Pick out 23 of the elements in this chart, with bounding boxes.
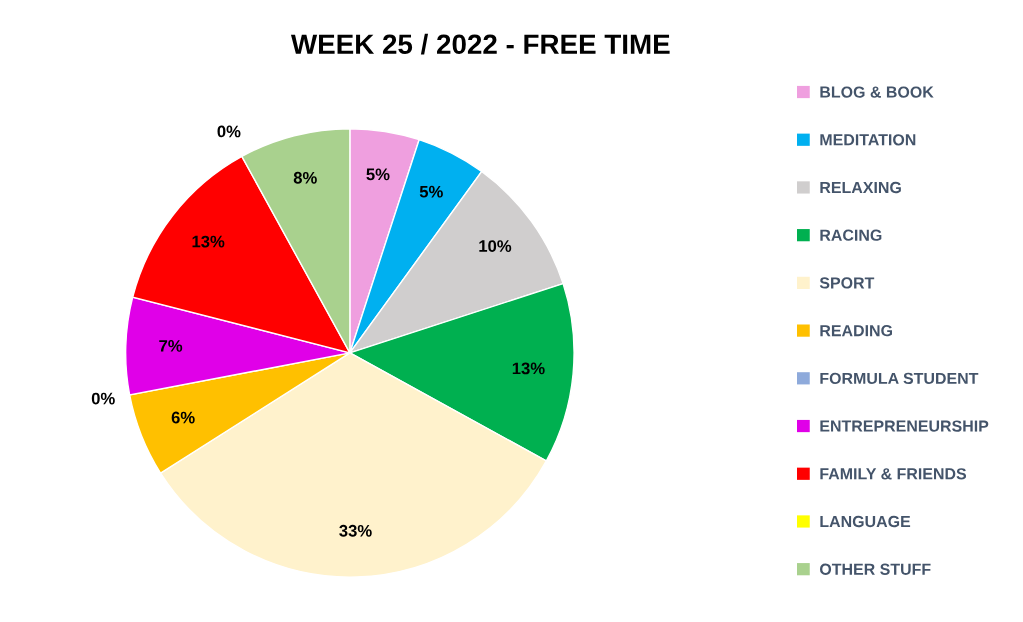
legend-label: OTHER STUFF [819,563,931,575]
data-label: 5% [419,185,443,198]
legend-label: SPORT [819,277,875,289]
data-label: 7% [159,340,183,352]
data-label: 33% [339,524,372,537]
legend-label: FORMULA STUDENT [820,372,979,385]
legend-label: ENTREPRENEURSHIP [820,420,989,432]
legend-label: MEDITATION [820,134,916,146]
data-label: 8% [293,171,317,184]
data-label: 13% [512,362,545,375]
text: 0% [217,125,241,138]
data-label: 13% [192,235,225,248]
chart-title: WEEK 25 / 2022 - FREE TIME [290,33,670,55]
text: 0% [91,392,115,405]
legend-label: FAMILY & FRIENDS [820,468,967,480]
data-label: 10% [479,240,512,252]
data-label: 5% [366,168,390,181]
legend-label: LANGUAGE [820,515,911,528]
legend-label: READING [820,325,892,337]
legend-label: RACING [820,229,882,241]
legend-label: BLOG & BOOK [820,86,934,98]
data-label: 6% [171,411,195,424]
legend-label: RELAXING [820,181,901,194]
